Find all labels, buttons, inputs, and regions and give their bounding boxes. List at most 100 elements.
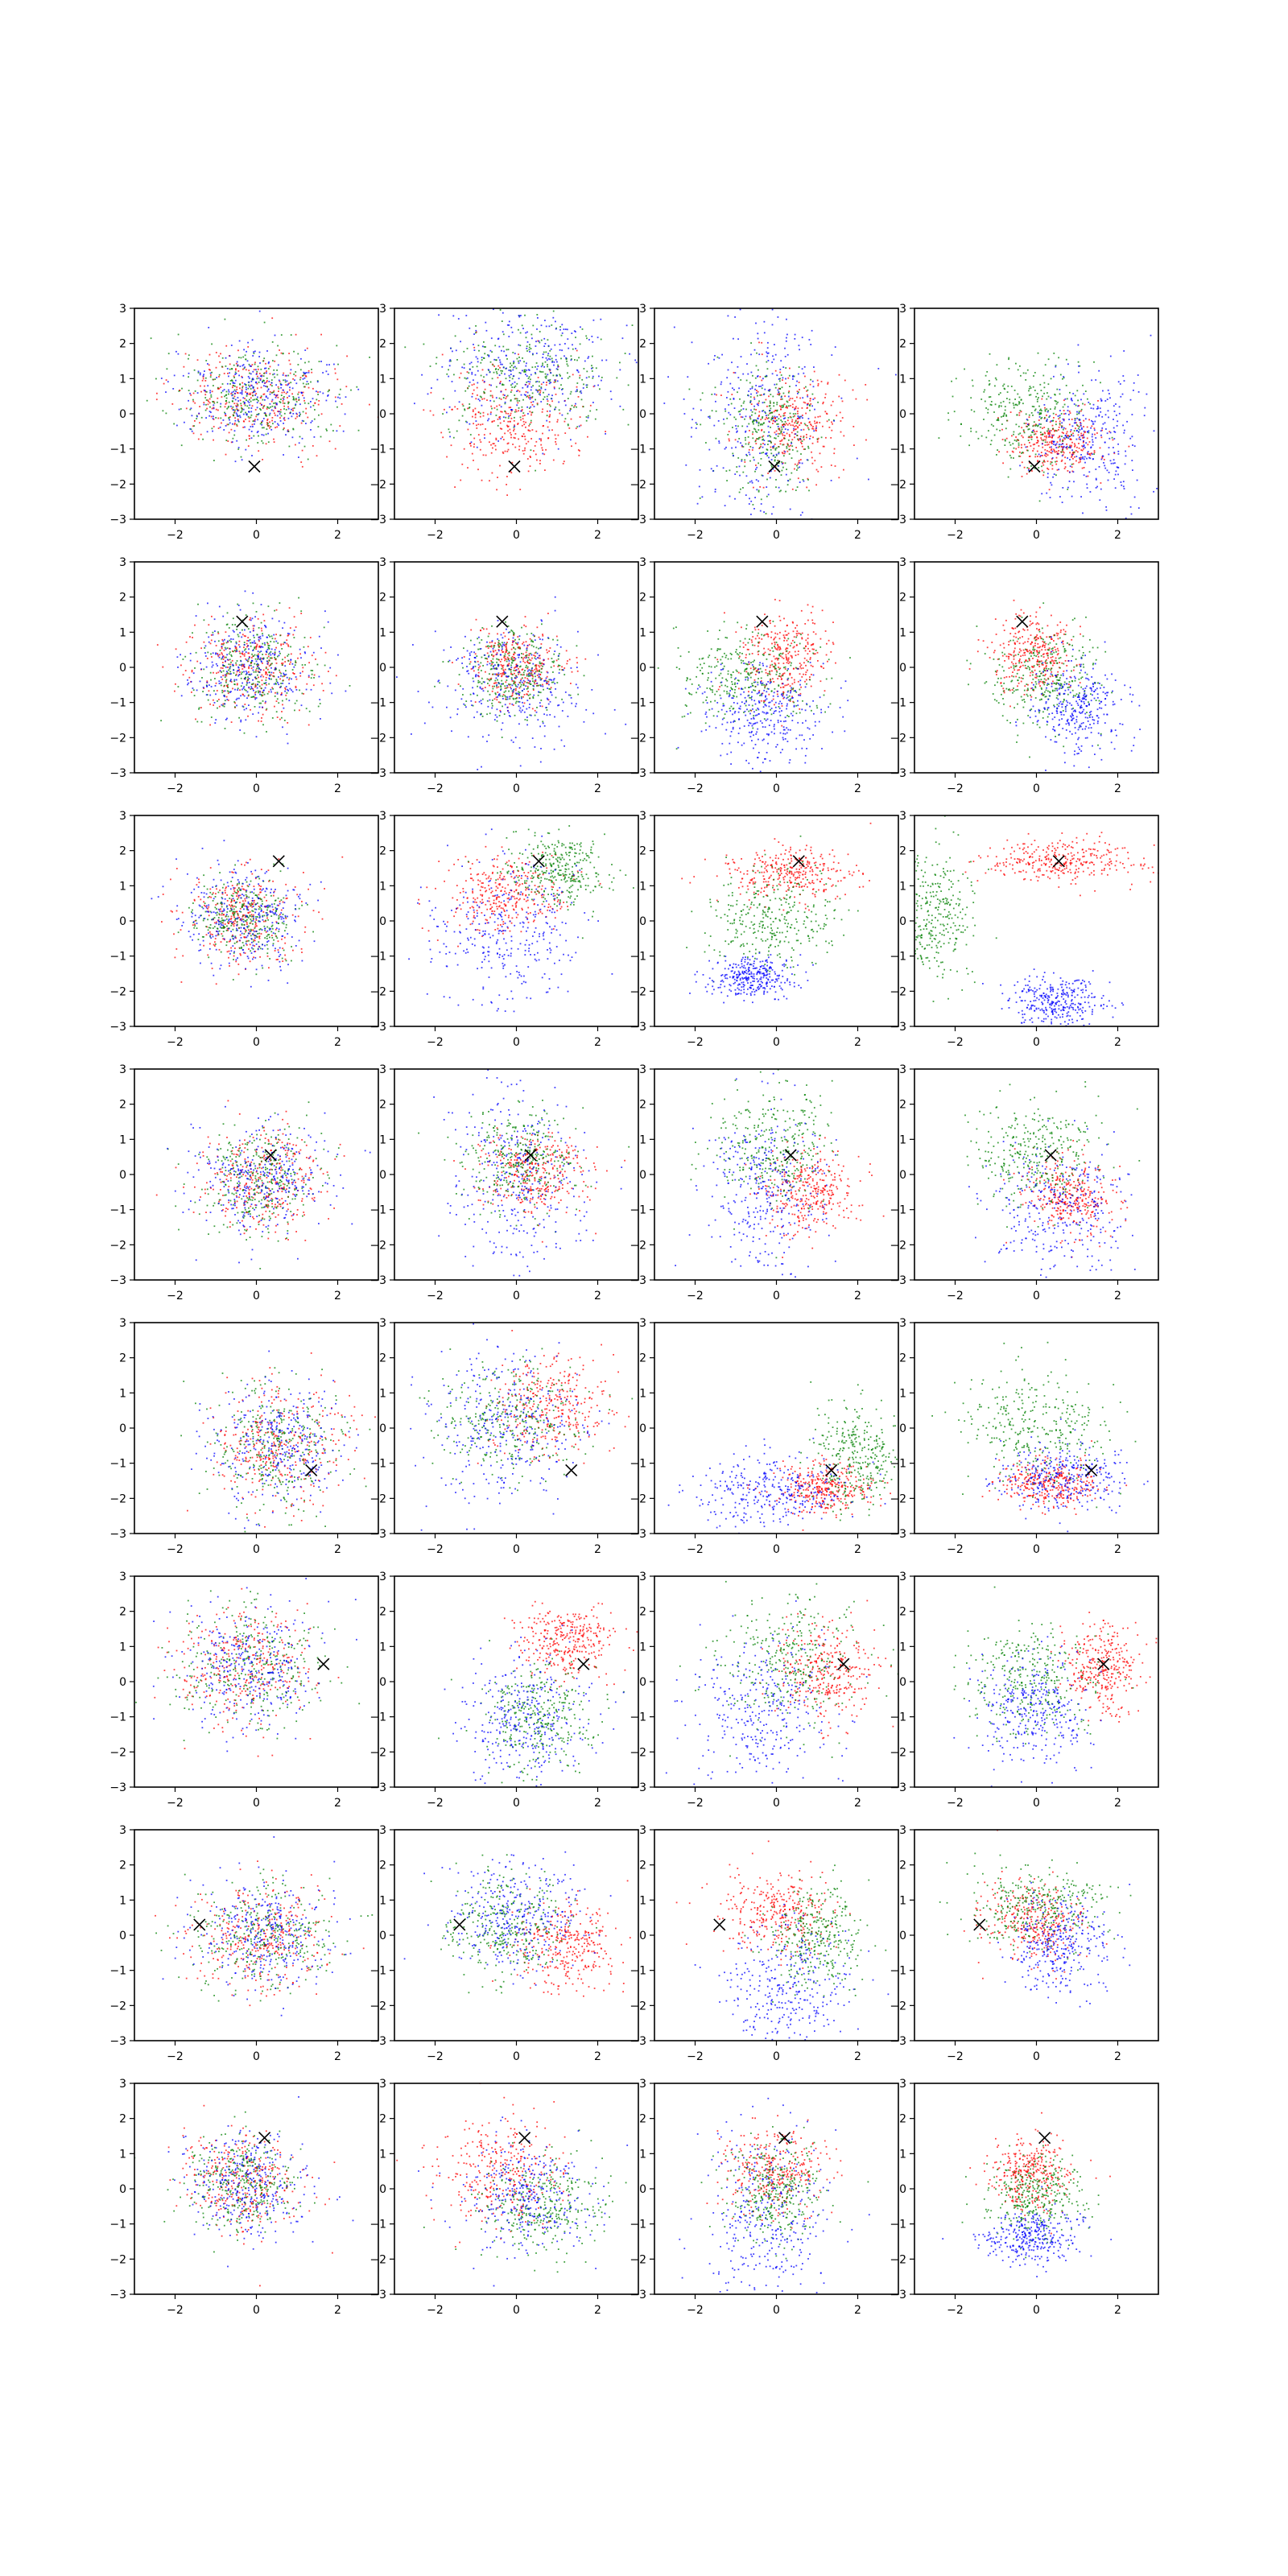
scatter-point <box>786 484 789 486</box>
scatter-point <box>200 647 202 650</box>
scatter-point <box>759 510 762 512</box>
scatter-point <box>270 657 272 659</box>
scatter-point <box>811 380 814 382</box>
scatter-point <box>995 378 997 381</box>
scatter-point <box>517 390 519 391</box>
scatter-point <box>472 411 474 412</box>
scatter-point <box>1071 419 1073 420</box>
scatter-point <box>198 708 200 710</box>
scatter-point <box>545 375 547 378</box>
scatter-point <box>1064 412 1067 415</box>
scatter-point <box>303 386 305 388</box>
scatter-point <box>1028 416 1030 419</box>
scatter-point <box>1057 415 1059 417</box>
scatter-point <box>799 459 802 460</box>
scatter-point <box>237 365 238 367</box>
scatter-point <box>493 371 495 374</box>
scatter-point <box>758 341 760 344</box>
y-tick-label: 1 <box>119 626 126 639</box>
scatter-point <box>446 373 448 375</box>
scatter-point <box>740 488 741 490</box>
scatter-point <box>729 382 732 385</box>
scatter-point <box>278 676 279 678</box>
scatter-point <box>519 372 522 374</box>
scatter-point <box>699 497 701 499</box>
scatter-point <box>304 373 306 375</box>
scatter-point <box>450 347 452 349</box>
scatter-point <box>265 709 267 711</box>
scatter-point <box>771 324 774 326</box>
scatter-point <box>524 447 526 449</box>
scatter-point <box>479 448 481 451</box>
scatter-point <box>771 415 774 418</box>
scatter-point <box>1071 466 1073 469</box>
scatter-point <box>243 666 246 667</box>
scatter-point <box>557 448 559 450</box>
scatter-point <box>1039 431 1042 433</box>
scatter-point <box>272 374 274 376</box>
scatter-point <box>499 418 502 420</box>
scatter-point <box>300 657 302 659</box>
scatter-point <box>555 407 557 408</box>
scatter-point <box>513 375 515 377</box>
scatter-point <box>759 436 762 439</box>
scatter-point <box>599 388 601 390</box>
scatter-point <box>763 402 766 403</box>
scatter-point <box>511 386 514 388</box>
scatter-point <box>184 353 187 355</box>
scatter-point <box>776 402 778 403</box>
scatter-point <box>300 610 303 613</box>
scatter-point <box>237 403 239 406</box>
scatter-point <box>191 671 193 673</box>
scatter-point <box>274 376 276 378</box>
scatter-point <box>1015 423 1018 426</box>
scatter-point <box>824 411 827 413</box>
scatter-point <box>830 464 832 466</box>
scatter-point <box>784 451 786 453</box>
scatter-point <box>278 620 280 622</box>
scatter-point <box>226 612 229 614</box>
scatter-point <box>1079 365 1081 367</box>
scatter-point <box>251 405 254 407</box>
scatter-point <box>207 399 209 402</box>
scatter-point <box>534 445 536 447</box>
scatter-point <box>225 660 226 663</box>
scatter-point <box>1049 446 1051 448</box>
scatter-point <box>827 383 829 385</box>
scatter-point <box>748 390 749 392</box>
scatter-point <box>477 398 480 400</box>
scatter-point <box>545 351 547 353</box>
scatter-point <box>752 447 754 449</box>
scatter-point <box>317 705 320 708</box>
scatter-point <box>772 423 774 424</box>
scatter-point <box>493 358 496 361</box>
scatter-point <box>1061 431 1063 434</box>
scatter-point <box>233 411 236 413</box>
scatter-point <box>280 383 282 386</box>
scatter-point <box>772 468 774 470</box>
scatter-point <box>275 402 276 404</box>
scatter-point <box>809 409 811 411</box>
scatter-point <box>287 397 288 398</box>
scatter-point <box>1037 460 1039 462</box>
scatter-point <box>242 663 245 666</box>
scatter-point <box>1117 381 1120 383</box>
scatter-point <box>1055 460 1056 463</box>
scatter-point <box>178 408 180 411</box>
scatter-point <box>316 390 317 393</box>
scatter-point <box>1055 444 1056 446</box>
scatter-point <box>1004 444 1006 446</box>
scatter-point <box>764 388 766 390</box>
scatter-point <box>1032 430 1034 431</box>
scatter-point <box>496 386 497 388</box>
scatter-point <box>298 398 300 401</box>
scatter-point <box>1093 429 1096 431</box>
scatter-point <box>970 427 972 430</box>
scatter-point <box>235 699 237 701</box>
scatter-point <box>766 418 769 419</box>
scatter-point <box>1049 430 1051 432</box>
scatter-point <box>475 420 477 422</box>
scatter-point <box>1055 414 1057 415</box>
scatter-point <box>246 673 248 675</box>
scatter-point <box>228 691 230 693</box>
